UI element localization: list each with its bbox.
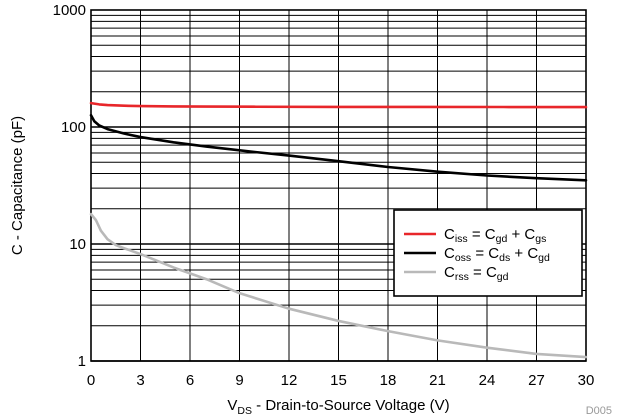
y-tick-label: 100 (61, 119, 86, 136)
series-lines (89, 101, 588, 359)
series-line-coss (89, 113, 588, 182)
x-tick-label: 27 (528, 372, 545, 389)
series-line-crss (89, 212, 588, 359)
legend-label-coss: Coss = Cds + Cgd (444, 245, 550, 264)
tick-labels: 0 3 6 9 12 15 18 21 24 27 30 1 10 100 1000 (53, 2, 595, 389)
figure-id-label: D005 (586, 405, 612, 417)
x-tick-label: 24 (479, 372, 496, 389)
y-tick-label: 10 (69, 236, 86, 253)
x-tick-label: 21 (429, 372, 446, 389)
x-axis-label: VDS - Drain-to-Source Voltage (V) (227, 397, 449, 417)
y-axis-label: C - Capacitance (pF) (9, 116, 26, 255)
x-tick-label: 30 (578, 372, 595, 389)
series-line-ciss (89, 101, 588, 109)
x-tick-label: 18 (380, 372, 397, 389)
x-tick-label: 0 (87, 372, 95, 389)
legend-label-crss: Crss = Cgd (444, 264, 509, 283)
y-tick-label: 1 (78, 353, 86, 370)
y-tick-label: 1000 (53, 2, 86, 19)
x-tick-label: 9 (235, 372, 243, 389)
x-tick-label: 6 (186, 372, 194, 389)
x-tick-label: 3 (136, 372, 144, 389)
x-tick-label: 15 (330, 372, 347, 389)
plot-frame (90, 9, 587, 362)
x-tick-label: 12 (281, 372, 298, 389)
legend-label-ciss: Ciss = Cgd + Cgs (444, 226, 546, 245)
grid (90, 9, 587, 362)
